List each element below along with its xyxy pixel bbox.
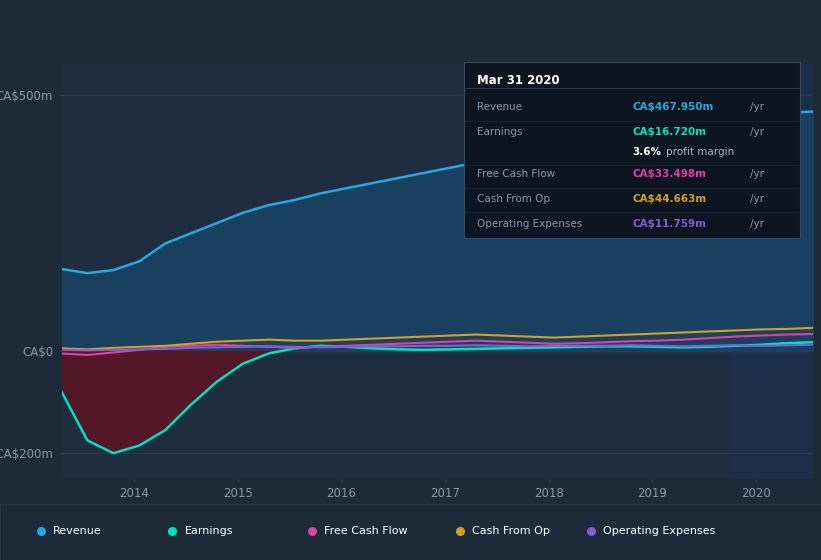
- Text: Cash From Op: Cash From Op: [472, 526, 550, 536]
- Text: CA$16.720m: CA$16.720m: [632, 127, 706, 137]
- Text: /yr: /yr: [750, 127, 764, 137]
- Text: CA$467.950m: CA$467.950m: [632, 102, 713, 113]
- Text: /yr: /yr: [750, 219, 764, 229]
- Text: Free Cash Flow: Free Cash Flow: [324, 526, 408, 536]
- Text: /yr: /yr: [750, 194, 764, 204]
- Bar: [730, 64, 813, 479]
- Text: CA$33.498m: CA$33.498m: [632, 170, 706, 180]
- Text: Mar 31 2020: Mar 31 2020: [477, 74, 560, 87]
- Text: Earnings: Earnings: [185, 526, 233, 536]
- Text: Revenue: Revenue: [477, 102, 522, 113]
- Text: Operating Expenses: Operating Expenses: [603, 526, 716, 536]
- Text: Free Cash Flow: Free Cash Flow: [477, 170, 556, 180]
- Text: profit margin: profit margin: [666, 147, 734, 157]
- Text: Cash From Op: Cash From Op: [477, 194, 550, 204]
- Text: Revenue: Revenue: [53, 526, 102, 536]
- Text: Operating Expenses: Operating Expenses: [477, 219, 583, 229]
- Text: CA$11.759m: CA$11.759m: [632, 219, 706, 229]
- Text: /yr: /yr: [750, 170, 764, 180]
- Text: Earnings: Earnings: [477, 127, 523, 137]
- Text: 3.6%: 3.6%: [632, 147, 661, 157]
- Text: /yr: /yr: [750, 102, 764, 113]
- Text: CA$44.663m: CA$44.663m: [632, 194, 706, 204]
